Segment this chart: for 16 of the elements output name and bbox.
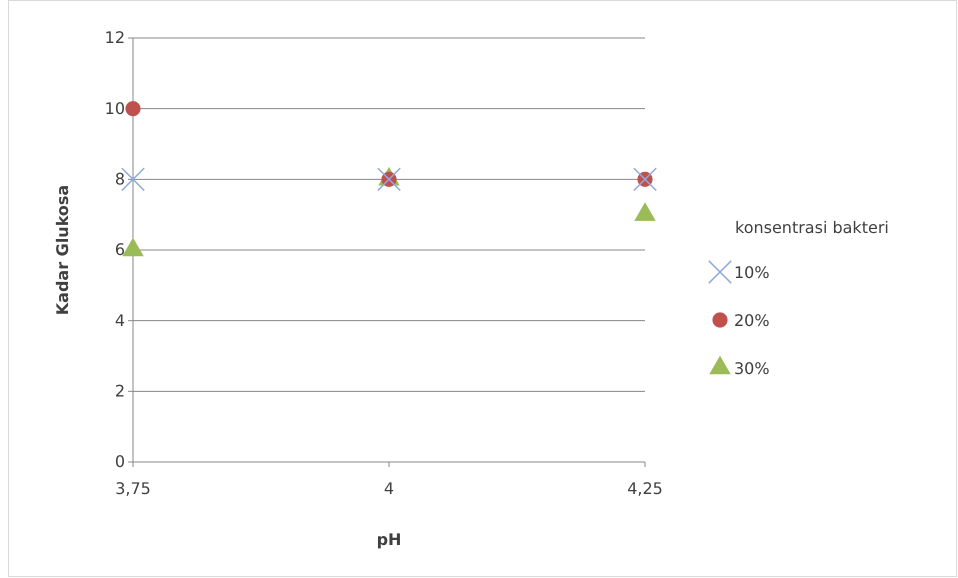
y-tick-label: 10	[104, 98, 125, 118]
y-tick-label: 8	[114, 169, 125, 188]
legend-label: 10%	[734, 263, 770, 282]
y-tick-label: 2	[114, 381, 125, 400]
x-tick-label: 3,75	[115, 479, 151, 498]
y-tick-label: 12	[104, 28, 125, 48]
x-tick-label: 4,25	[627, 479, 663, 498]
y-tick-label: 0	[114, 452, 125, 472]
legend-title: konsentrasi bakteri	[735, 218, 889, 237]
y-axis-title: Kadar Glukosa	[53, 184, 72, 316]
y-tick-label: 6	[114, 240, 125, 260]
legend-label: 30%	[734, 359, 770, 378]
legend-label: 20%	[734, 311, 770, 330]
x-axis-title: pH	[376, 530, 402, 549]
y-tick-label: 4	[114, 310, 125, 330]
x-tick-label: 4	[384, 479, 394, 498]
